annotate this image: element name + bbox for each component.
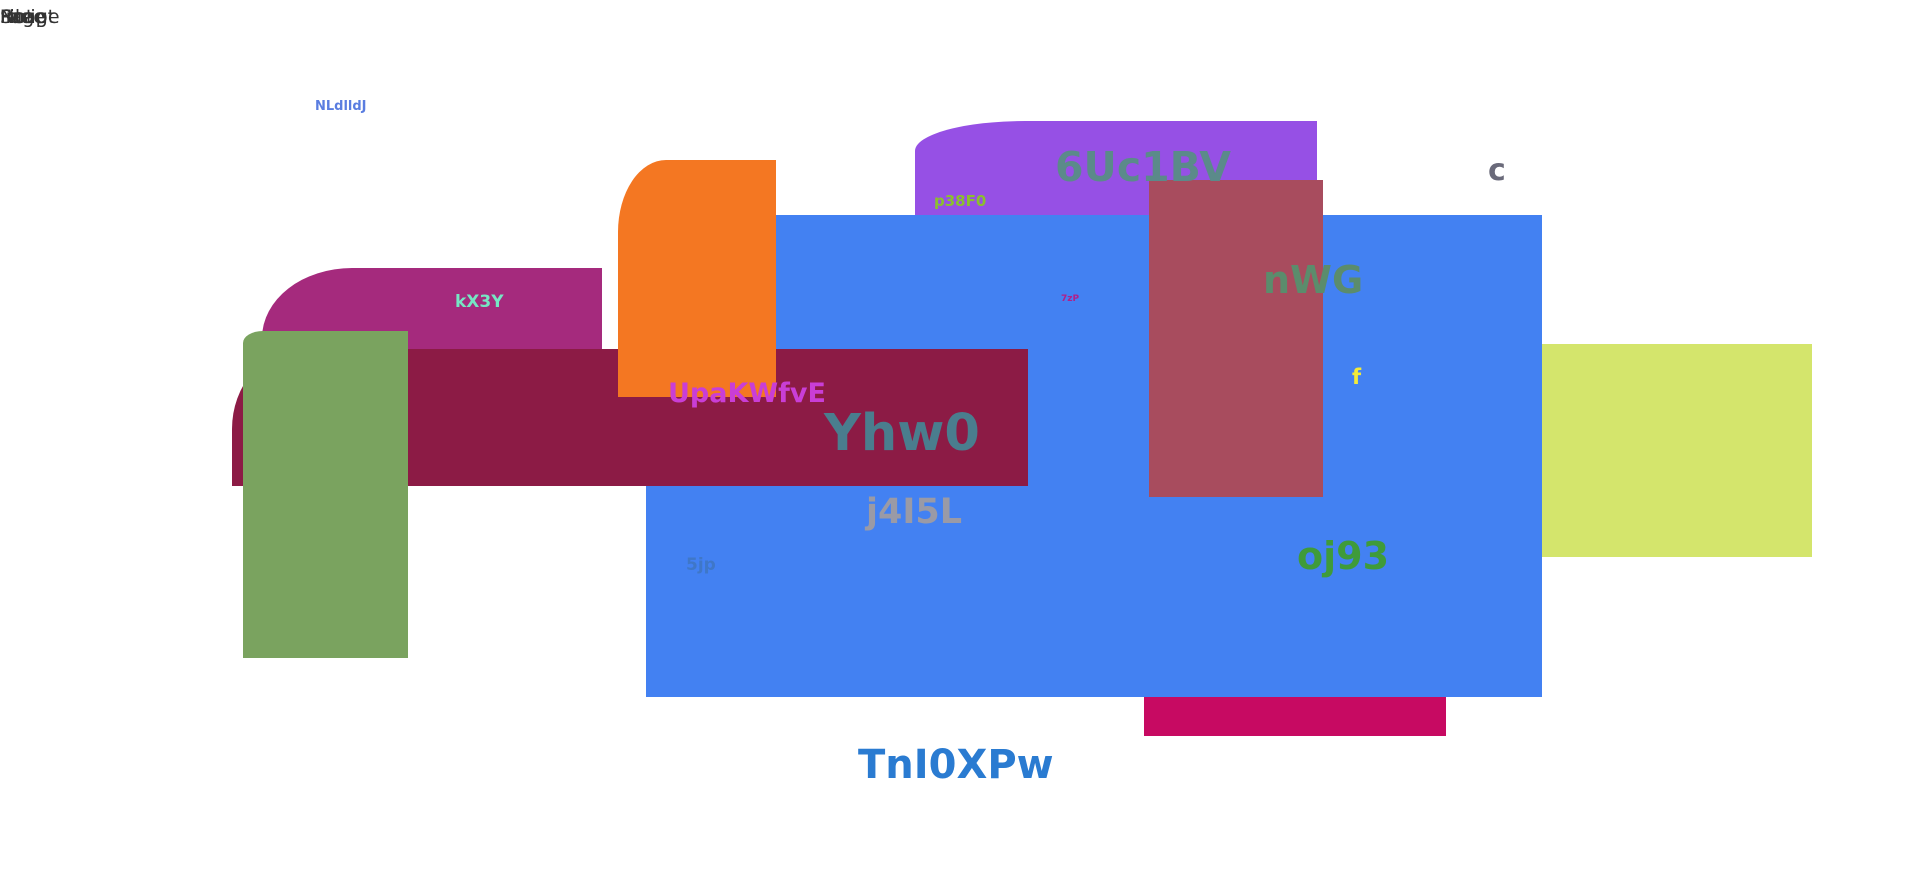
label-nldlldj: NLdlldJ — [315, 99, 367, 114]
label-7zp: 7zP — [1061, 294, 1080, 304]
label-tni0xpw: TnI0XPw — [858, 742, 1054, 788]
label-5jp: 5jp — [686, 555, 716, 575]
green-block — [243, 331, 408, 658]
orange-block — [618, 160, 776, 397]
label-kx3y: kX3Y — [455, 292, 504, 312]
label-j4i5l: j4I5L — [866, 492, 963, 532]
corner-text-3: Image — [0, 6, 60, 28]
corner-text-5: Note — [0, 6, 45, 28]
corner-text-2: Page — [0, 6, 46, 28]
label-p38f0: p38F0 — [934, 192, 987, 210]
label-6uc1bv: 6Uc1BV — [1055, 143, 1231, 191]
lime-block — [1542, 344, 1812, 557]
corner-text-4: File — [0, 6, 32, 28]
corner-text-1: Script — [0, 6, 56, 28]
pink-block — [1144, 697, 1446, 736]
label-oj93: oj93 — [1297, 534, 1390, 578]
label-c: c — [1488, 153, 1506, 188]
label-nwg: nWG — [1263, 258, 1364, 302]
label-f: f — [1352, 365, 1362, 389]
label-yhw0: Yhw0 — [824, 404, 980, 463]
label-upakwfve: UpaKWfvE — [668, 378, 826, 409]
rose-block — [1149, 180, 1323, 497]
